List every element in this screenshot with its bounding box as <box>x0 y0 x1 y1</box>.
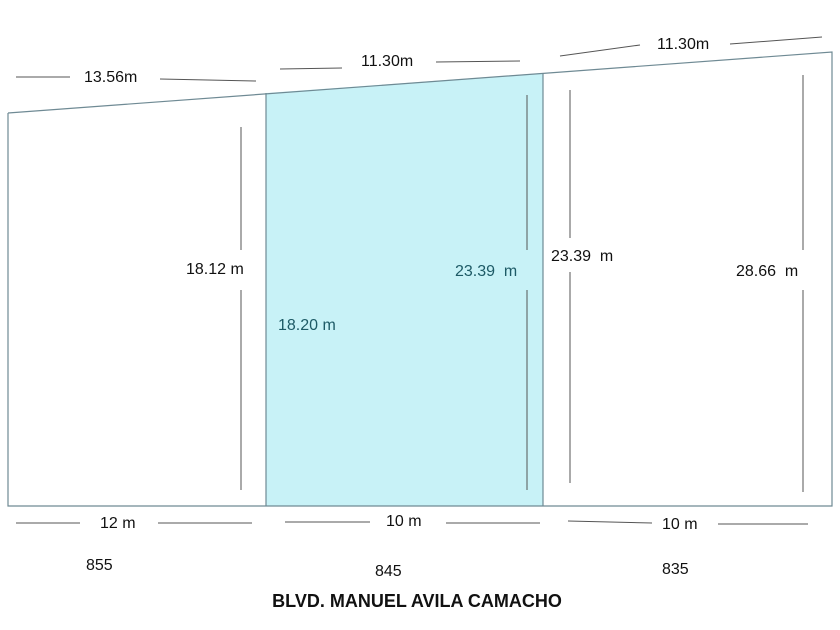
lot-845-highlight <box>266 73 543 506</box>
side-dim-left-lot: 18.12 m <box>186 261 244 278</box>
bottom-dimension-lines <box>16 520 808 525</box>
top-dim-lot-835: 11.30m <box>657 36 709 53</box>
side-dim-middle-right: 23.39 m <box>455 263 517 280</box>
side-dim-right-right: 28.66 m <box>736 263 798 280</box>
street-name: BLVD. MANUEL AVILA CAMACHO <box>272 591 562 611</box>
lot-number-855: 855 <box>86 557 113 574</box>
bottom-dim-lot-855: 12 m <box>100 515 136 532</box>
plan-outline <box>7 51 833 507</box>
bottom-dim-lot-845: 10 m <box>386 513 422 530</box>
top-dim-lot-845: 11.30m <box>361 53 413 70</box>
top-dim-lot-855: 13.56m <box>84 69 137 86</box>
side-dim-right-left: 23.39 m <box>551 248 613 265</box>
top-dimension-lines <box>16 36 823 82</box>
bottom-dim-lot-835: 10 m <box>662 516 698 533</box>
lot-number-845: 845 <box>375 563 402 580</box>
side-dimension-lines <box>240 75 804 492</box>
side-dim-middle-left: 18.20 m <box>278 317 336 334</box>
lot-number-835: 835 <box>662 561 689 578</box>
